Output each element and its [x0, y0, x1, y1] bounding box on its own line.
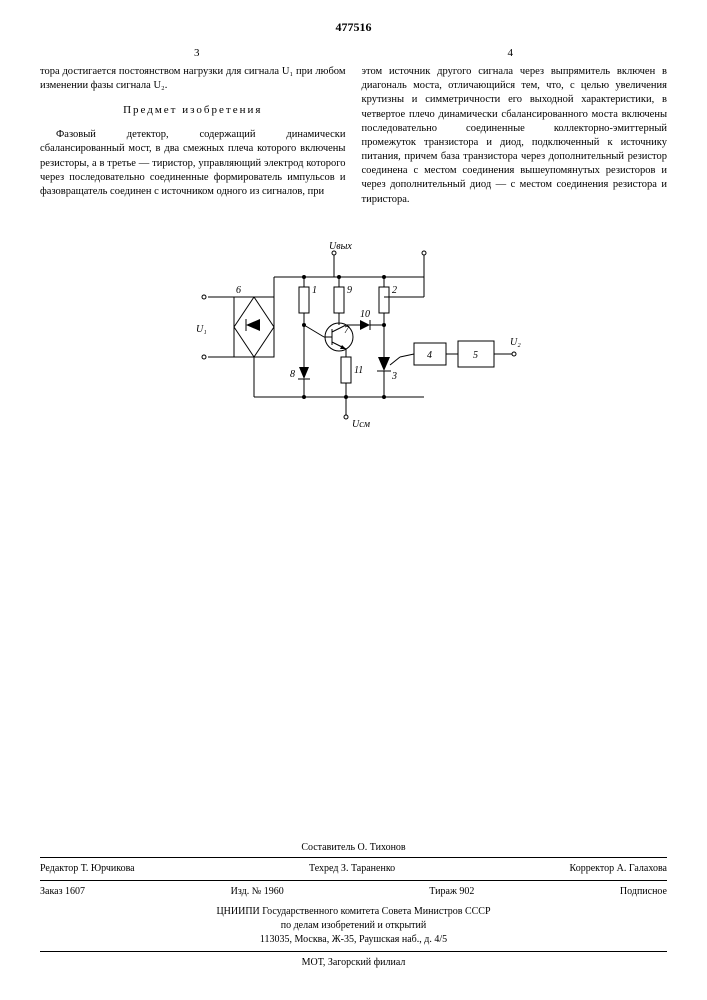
label-11: 11 [354, 365, 363, 376]
footer-org2: по делам изобретений и открытий [40, 919, 667, 933]
footer-org: ЦНИИПИ Государственного комитета Совета … [40, 901, 667, 952]
label-6: 6 [236, 285, 241, 296]
patent-number: 477516 [40, 20, 667, 35]
left-text-top: тора достигается постоянством нагрузки д… [40, 65, 346, 93]
footer-tech-editor: Техред З. Тараненко [309, 862, 395, 876]
label-uvyx: Uвых [329, 241, 352, 252]
footer-corrector: Корректор А. Галахова [570, 862, 667, 876]
label-8: 8 [290, 369, 295, 380]
footer-printer: МОТ, Загорский филиал [40, 952, 667, 970]
footer: Составитель О. Тихонов Редактор Т. Юрчик… [40, 841, 667, 970]
label-u2: U₂ [510, 337, 521, 348]
footer-circulation: Тираж 902 [429, 885, 474, 899]
label-ucm: Uсм [352, 419, 371, 430]
footer-credits: Редактор Т. Юрчикова Техред З. Тараненко… [40, 857, 667, 881]
circuit-svg: Uвых U₁ [174, 237, 534, 447]
label-10: 10 [360, 309, 370, 320]
label-2: 2 [392, 285, 397, 296]
label-9: 9 [347, 285, 352, 296]
footer-print-info: Заказ 1607 Изд. № 1960 Тираж 902 Подписн… [40, 883, 667, 901]
footer-org1: ЦНИИПИ Государственного комитета Совета … [40, 905, 667, 919]
col-num-left: 3 [40, 47, 354, 59]
left-column: тора достигается постоянством нагрузки д… [40, 65, 346, 207]
col-num-right: 4 [354, 47, 668, 59]
footer-compiler: Составитель О. Тихонов [40, 841, 667, 855]
section-title: Предмет изобретения [40, 103, 346, 118]
footer-order: Заказ 1607 [40, 885, 85, 899]
footer-edition: Изд. № 1960 [231, 885, 284, 899]
label-4: 4 [427, 350, 432, 361]
label-3: 3 [391, 371, 397, 382]
footer-subscript: Подписное [620, 885, 667, 899]
text-columns: тора достигается постоянством нагрузки д… [40, 65, 667, 207]
label-5: 5 [473, 350, 478, 361]
label-1: 1 [312, 285, 317, 296]
right-column: этом источник другого сигнала через выпр… [362, 65, 668, 207]
footer-address: 113035, Москва, Ж-35, Раушская наб., д. … [40, 933, 667, 947]
right-text: этом источник другого сигнала через выпр… [362, 65, 668, 207]
footer-editor: Редактор Т. Юрчикова [40, 862, 135, 876]
left-text-main: Фазовый детектор, содержащий динамически… [40, 128, 346, 199]
label-u1: U₁ [196, 324, 207, 335]
column-headers: 3 4 [40, 47, 667, 59]
circuit-diagram: Uвых U₁ [40, 237, 667, 447]
